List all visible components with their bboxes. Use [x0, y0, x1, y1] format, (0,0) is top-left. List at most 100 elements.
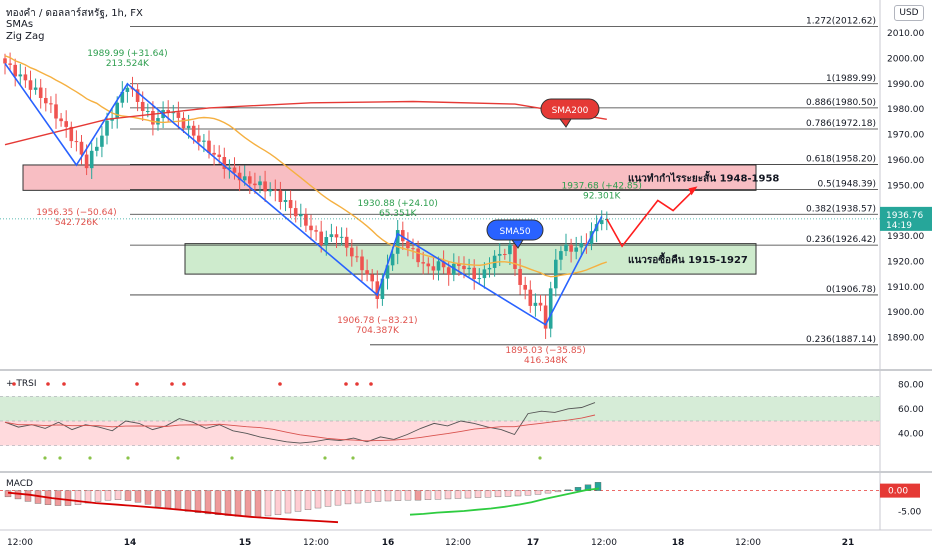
candle-body [84, 154, 89, 169]
macd-histogram-bar [554, 490, 562, 493]
candle-body [314, 230, 318, 232]
fib-label: 0.236(1887.14) [806, 335, 876, 345]
candle-body [309, 225, 313, 231]
macd-histogram-bar [454, 490, 462, 499]
candle-body [574, 247, 578, 252]
candle-body [202, 140, 206, 142]
swing-label-volume: 704.387K [356, 326, 400, 336]
candle-body [599, 220, 604, 225]
zigzag-indicator-label[interactable]: Zig Zag [6, 31, 45, 42]
candle-body [375, 281, 380, 299]
candle-body [584, 243, 589, 245]
candle-body [166, 110, 170, 114]
sma200-line [4, 100, 607, 146]
candle-body [518, 268, 522, 285]
swing-label: 1989.99 (+31.64) [87, 49, 167, 59]
sma50-callout-text: SMA50 [499, 227, 530, 237]
macd-histogram-bar [364, 490, 372, 503]
candle-body [304, 214, 308, 226]
macd-histogram-bar [434, 490, 442, 500]
trsi-band-red [0, 421, 880, 446]
candle-body [365, 270, 369, 275]
candle-body [23, 74, 28, 81]
macd-histogram-bar [564, 489, 572, 491]
macd-histogram-bar [574, 487, 582, 491]
candle-body [227, 167, 232, 170]
swing-label: 1895.03 (−35.85) [505, 346, 585, 356]
candle-body [395, 230, 400, 254]
macd-histogram-bar [114, 490, 122, 500]
fib-label: 0.382(1938.57) [806, 204, 876, 214]
time-tick-label: 16 [382, 538, 395, 548]
trsi-dot-green [176, 456, 180, 460]
macd-histogram-bar [74, 490, 82, 505]
time-tick-label: 14 [124, 538, 137, 548]
candle-body [390, 253, 395, 266]
macd-histogram-bar [474, 490, 482, 498]
candle-body [79, 141, 84, 155]
candle-body [477, 278, 482, 280]
macd-histogram-bar [354, 490, 362, 504]
macd-tick-label: -5.00 [898, 507, 922, 517]
candle-body [406, 241, 410, 249]
macd-histogram-bar [24, 490, 32, 502]
candle-body [217, 154, 221, 158]
candle-body [197, 135, 201, 142]
currency-button[interactable]: USD [894, 5, 924, 21]
zigzag-line [4, 62, 603, 326]
sma200-callout [540, 98, 600, 128]
trsi-dot-red [344, 382, 348, 386]
candle-body [44, 97, 48, 104]
callout-tail [559, 118, 572, 128]
price-tick-label: 1900.00 [887, 308, 924, 318]
candle-body [89, 150, 94, 169]
candle-body [523, 284, 527, 290]
macd-histogram-bar [234, 490, 242, 517]
time-tick-label: 15 [239, 538, 252, 548]
candle-body [8, 63, 12, 65]
candle-body [559, 251, 563, 260]
fib-label: 0.236(1926.42) [806, 235, 876, 245]
macd-value-label: 0.00 [888, 487, 908, 497]
price-tick-label: 1930.00 [887, 232, 924, 242]
candle-body [156, 118, 160, 125]
candle-body [135, 89, 140, 102]
trsi-dot-red [182, 382, 186, 386]
macd-histogram-bar [464, 490, 472, 499]
candle-body [191, 125, 196, 136]
trsi-dot-red [170, 382, 174, 386]
candle-body [273, 189, 278, 191]
candle-body [380, 278, 385, 299]
candle-body [95, 146, 99, 151]
fib-label: 1(1989.99) [826, 74, 876, 84]
macd-histogram-bar [334, 490, 342, 506]
candle-body [171, 112, 176, 114]
candle-body [181, 117, 186, 129]
swing-label: 1906.78 (−83.21) [337, 316, 417, 326]
trsi-dot-green [88, 456, 92, 460]
candle-body [151, 110, 155, 125]
candle-body [497, 253, 502, 256]
trsi-dot-green [43, 456, 47, 460]
candle-body [462, 265, 466, 270]
macd-histogram-bar [504, 490, 512, 497]
swing-label-volume: 213.524K [106, 59, 150, 69]
candle-body [248, 176, 252, 184]
macd-histogram-bar [264, 490, 272, 517]
candle-body [253, 183, 257, 186]
macd-histogram-bar [284, 490, 292, 514]
macd-histogram-bar [244, 490, 252, 517]
sma-indicator-label[interactable]: SMAs [6, 19, 34, 30]
candle-body [74, 141, 79, 143]
candle-body [13, 64, 17, 77]
candle-body [446, 267, 451, 275]
candle-body [232, 167, 237, 173]
candle-body [3, 58, 7, 64]
macd-histogram-bar [104, 490, 112, 501]
candle-body [472, 267, 476, 280]
candle-body [543, 305, 548, 329]
trsi-line [4, 402, 596, 444]
candle-body [222, 157, 227, 170]
